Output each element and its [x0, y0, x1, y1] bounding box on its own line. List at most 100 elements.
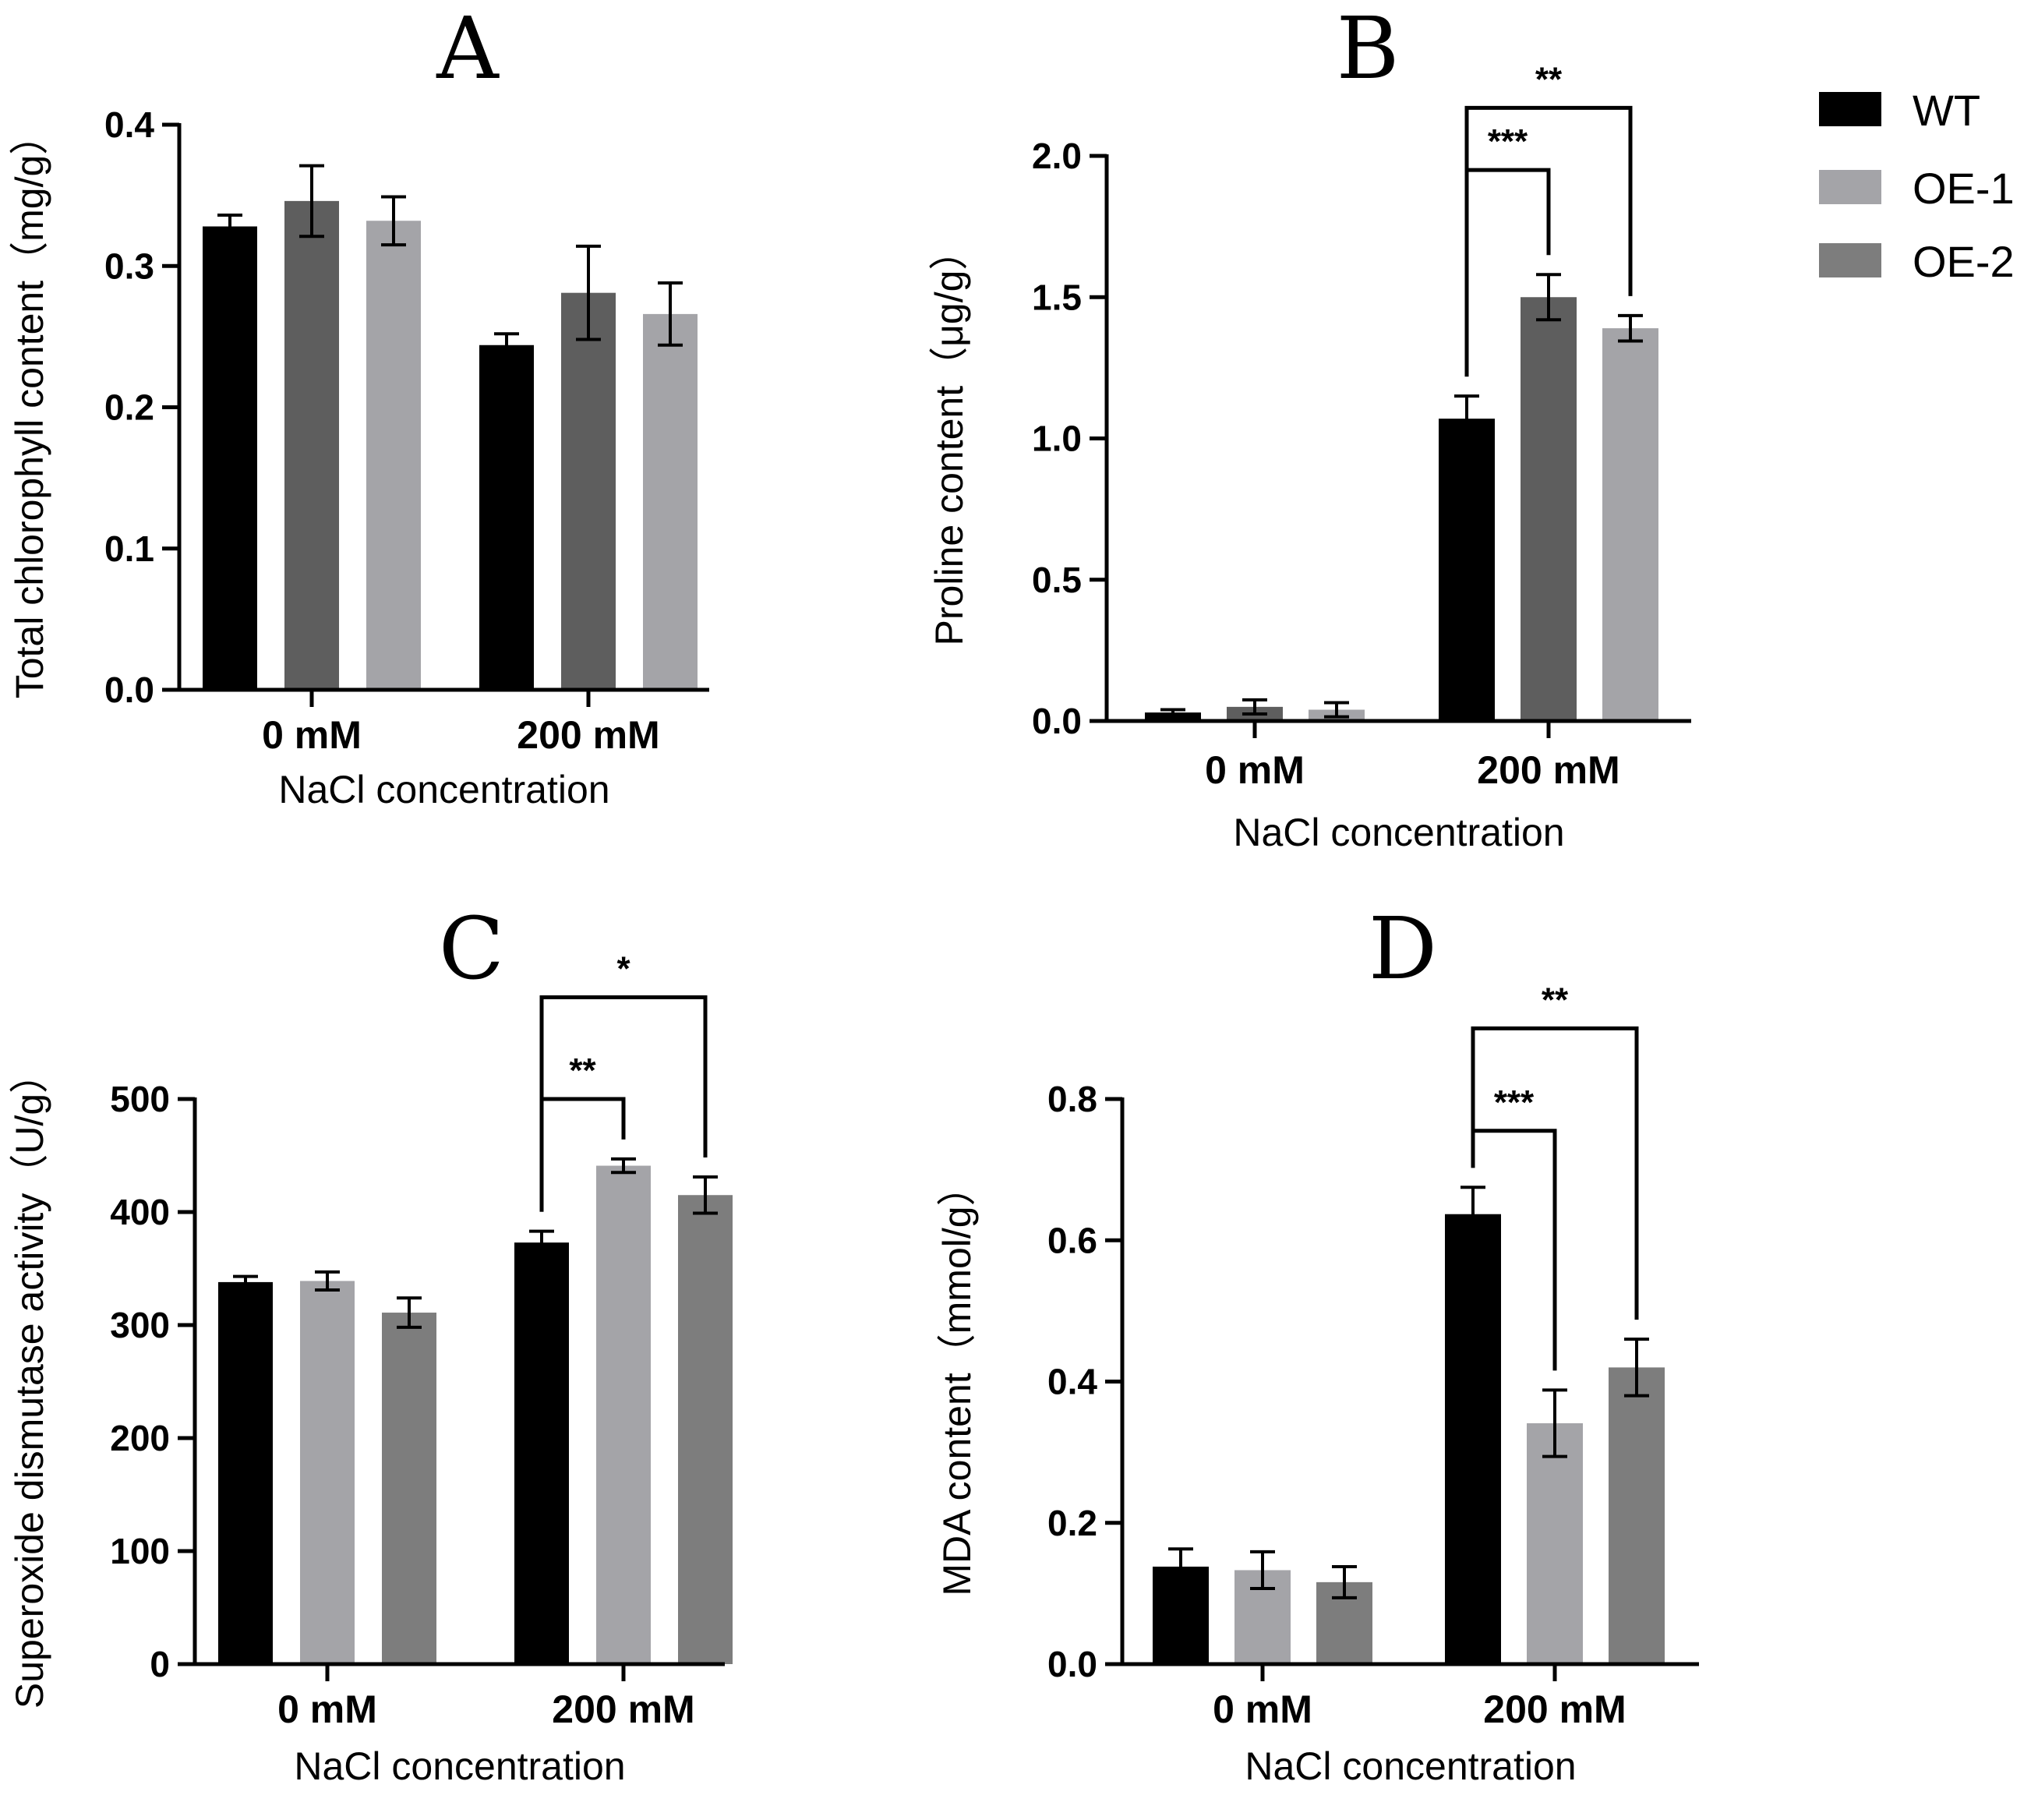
significance-label: * [616, 950, 630, 988]
significance-bracket [539, 995, 708, 1212]
error-bar-oe-1-0 [315, 1270, 340, 1292]
y-axis-title: MDA content（mmol/g） [935, 1167, 979, 1596]
bar-wt-0 [218, 1281, 273, 1664]
error-bar-oe-2-0 [1332, 1564, 1357, 1599]
y-tick-label: 200 [110, 1418, 170, 1458]
x-tick-label: 0 mM [277, 1687, 377, 1731]
error-bar-oe-1-0 [1242, 698, 1267, 716]
y-tick-label: 0 [150, 1644, 170, 1684]
legend-label-oe2: OE-2 [1913, 237, 2015, 286]
y-tick-label: 300 [110, 1305, 170, 1345]
error-bar-oe-2-0 [397, 1296, 422, 1329]
bar-oe-1-0 [284, 200, 339, 690]
bar-oe-1-1 [1527, 1422, 1583, 1664]
y-tick-label: 0.0 [1047, 1644, 1097, 1684]
x-tick-label: 0 mM [1205, 748, 1305, 792]
significance-bracket-line [539, 995, 708, 1212]
error-bar-oe-2-1 [1618, 313, 1643, 343]
error-bar-wt-0 [233, 1274, 258, 1290]
y-axis-title: Superoxide dismutase activity（U/g） [8, 1055, 51, 1709]
error-bar-oe-1-0 [299, 164, 324, 239]
bar-oe-2-1 [1609, 1367, 1665, 1664]
x-axis-title: NaCl concentration [1245, 1744, 1576, 1788]
error-bar-wt-0 [1168, 1547, 1193, 1586]
y-tick-label: 1.0 [1032, 419, 1082, 459]
panel-letter: A [436, 0, 500, 98]
y-tick-label: 2.0 [1032, 136, 1082, 176]
y-tick-label: 1.5 [1032, 277, 1082, 317]
bar-oe-2-0 [382, 1313, 436, 1664]
bar-wt-1 [1439, 419, 1495, 721]
significance-bracket-line [1471, 1026, 1639, 1320]
chart-panel-d: D 0.0 0.2 0.4 0.6 0.8 0 mM 200 mM NaCl concentra… [935, 899, 1699, 1788]
y-tick-label: 400 [110, 1192, 170, 1232]
error-bar-oe-2-1 [1624, 1338, 1649, 1398]
panel-letter: B [1337, 0, 1400, 98]
x-tick-label: 200 mM [1477, 748, 1619, 792]
error-bar-wt-1 [494, 332, 519, 359]
y-axis-title: Total chlorophyll content（mg/g） [8, 116, 51, 699]
chart-panel-a: A 0.0 0.1 0.2 0.3 0.4 0 mM 200 mM NaCl concentra… [8, 0, 709, 811]
error-bar-oe-1-1 [1536, 273, 1561, 322]
x-tick-label: 0 mM [1213, 1687, 1312, 1731]
significance-label: ** [569, 1051, 596, 1090]
legend-label-wt: WT [1913, 86, 1980, 135]
y-axis-title: Proline content（μg/g） [927, 231, 971, 646]
chart-panel-b: B 0.0 0.5 1.0 1.5 2.0 0 mM 200 mM NaCl concentra… [927, 0, 1691, 854]
y-tick-label: 0.4 [1047, 1362, 1097, 1402]
bar-wt-0 [203, 226, 257, 690]
bar-wt-1 [479, 345, 534, 690]
bar-oe-2-1 [678, 1195, 733, 1664]
error-bar-oe-1-1 [576, 244, 601, 341]
error-bar-oe-2-1 [693, 1175, 718, 1215]
bar-wt-1 [1445, 1214, 1501, 1664]
significance-bracket [1471, 1026, 1639, 1320]
error-bar-wt-1 [529, 1229, 554, 1256]
bar-oe-2-1 [1602, 328, 1658, 721]
error-bar-oe-1-1 [1542, 1388, 1567, 1458]
x-axis-title: NaCl concentration [278, 768, 609, 811]
y-tick-label: 0.0 [104, 670, 154, 710]
y-tick-label: 0.2 [104, 387, 154, 428]
error-bar-wt-1 [1461, 1186, 1485, 1243]
bar-wt-1 [514, 1242, 569, 1664]
x-tick-label: 200 mM [552, 1687, 694, 1731]
y-tick-label: 0.3 [104, 246, 154, 286]
bar-oe-1-0 [300, 1281, 355, 1664]
significance-label: ** [1535, 60, 1563, 98]
error-bar-oe-2-0 [381, 195, 406, 247]
panel-letter: D [1369, 899, 1437, 998]
error-bar-oe-1-1 [611, 1157, 636, 1175]
legend-label-oe1: OE-1 [1913, 164, 2015, 213]
y-tick-label: 0.0 [1032, 701, 1082, 741]
significance-label: *** [1494, 1083, 1535, 1122]
bar-oe-1-1 [1521, 297, 1577, 721]
significance-label: ** [1542, 981, 1569, 1019]
y-tick-label: 0.8 [1047, 1079, 1097, 1119]
significance-bracket-line [1464, 105, 1633, 377]
y-tick-label: 0.6 [1047, 1220, 1097, 1260]
error-bar-oe-1-0 [1250, 1550, 1275, 1591]
y-tick-label: 0.1 [104, 528, 154, 569]
error-bar-oe-2-1 [658, 281, 683, 347]
x-tick-label: 0 mM [262, 713, 362, 757]
panel-letter: C [439, 899, 504, 998]
y-tick-label: 0.4 [104, 104, 154, 145]
legend-swatch-oe2 [1819, 243, 1881, 277]
bar-oe-2-1 [643, 313, 698, 690]
y-tick-label: 0.2 [1047, 1503, 1097, 1543]
error-bar-wt-0 [1160, 708, 1185, 717]
y-tick-label: 0.5 [1032, 560, 1082, 600]
legend-swatch-oe1 [1819, 170, 1881, 204]
legend-swatch-wt [1819, 92, 1881, 126]
bar-oe-1-1 [596, 1165, 651, 1664]
legend: WT OE-1 OE-2 [1819, 86, 2015, 286]
error-bar-wt-0 [217, 214, 242, 239]
error-bar-wt-1 [1454, 394, 1479, 444]
y-tick-label: 100 [110, 1531, 170, 1571]
error-bar-oe-2-0 [1324, 701, 1349, 719]
x-axis-title: NaCl concentration [294, 1744, 625, 1788]
chart-panel-c: C 0 100 200 300 400 500 0 mM 200 mM NaCl concentr… [8, 899, 733, 1788]
y-tick-label: 500 [110, 1079, 170, 1119]
